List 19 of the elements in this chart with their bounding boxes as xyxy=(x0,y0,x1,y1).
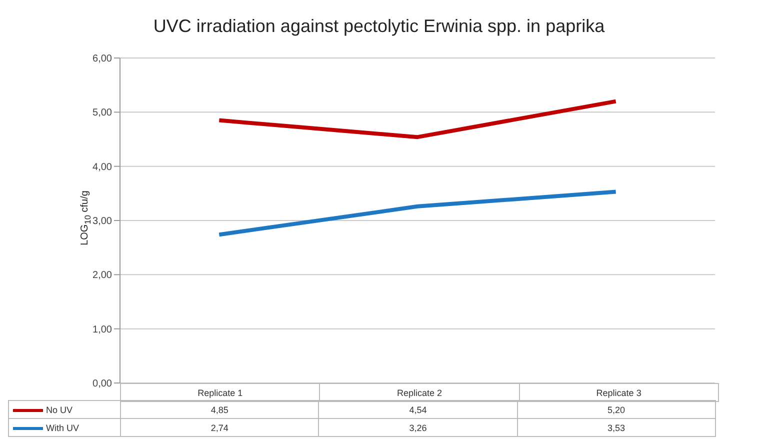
data-label: 4,85 xyxy=(120,400,319,418)
x-tick-label: Replicate 3 xyxy=(519,384,718,402)
data-label: 4,54 xyxy=(318,400,518,418)
y-tick-label: 6,00 xyxy=(92,54,112,65)
legend-label: With UV xyxy=(45,423,80,434)
y-tick-label: 4,00 xyxy=(92,162,112,173)
y-tick-label: 5,00 xyxy=(92,108,112,119)
y-tick-label: 3,00 xyxy=(92,216,112,228)
legend-label: No UV xyxy=(45,405,73,416)
y-tick-label: 2,00 xyxy=(92,270,112,282)
chart-title: UVC irradiation against pectolytic Erwinia spp. in paprika xyxy=(152,16,606,37)
y-tick-label: 1,00 xyxy=(92,324,112,336)
data-label: 5,20 xyxy=(517,400,716,418)
data-label: 3,53 xyxy=(517,418,716,436)
y-tick-label: 0,00 xyxy=(92,378,112,390)
x-tick-label: Replicate 1 xyxy=(120,384,320,402)
data-label: 3,26 xyxy=(318,418,518,436)
x-tick-label: Replicate 2 xyxy=(320,384,520,402)
data-label: 2,74 xyxy=(120,418,319,436)
